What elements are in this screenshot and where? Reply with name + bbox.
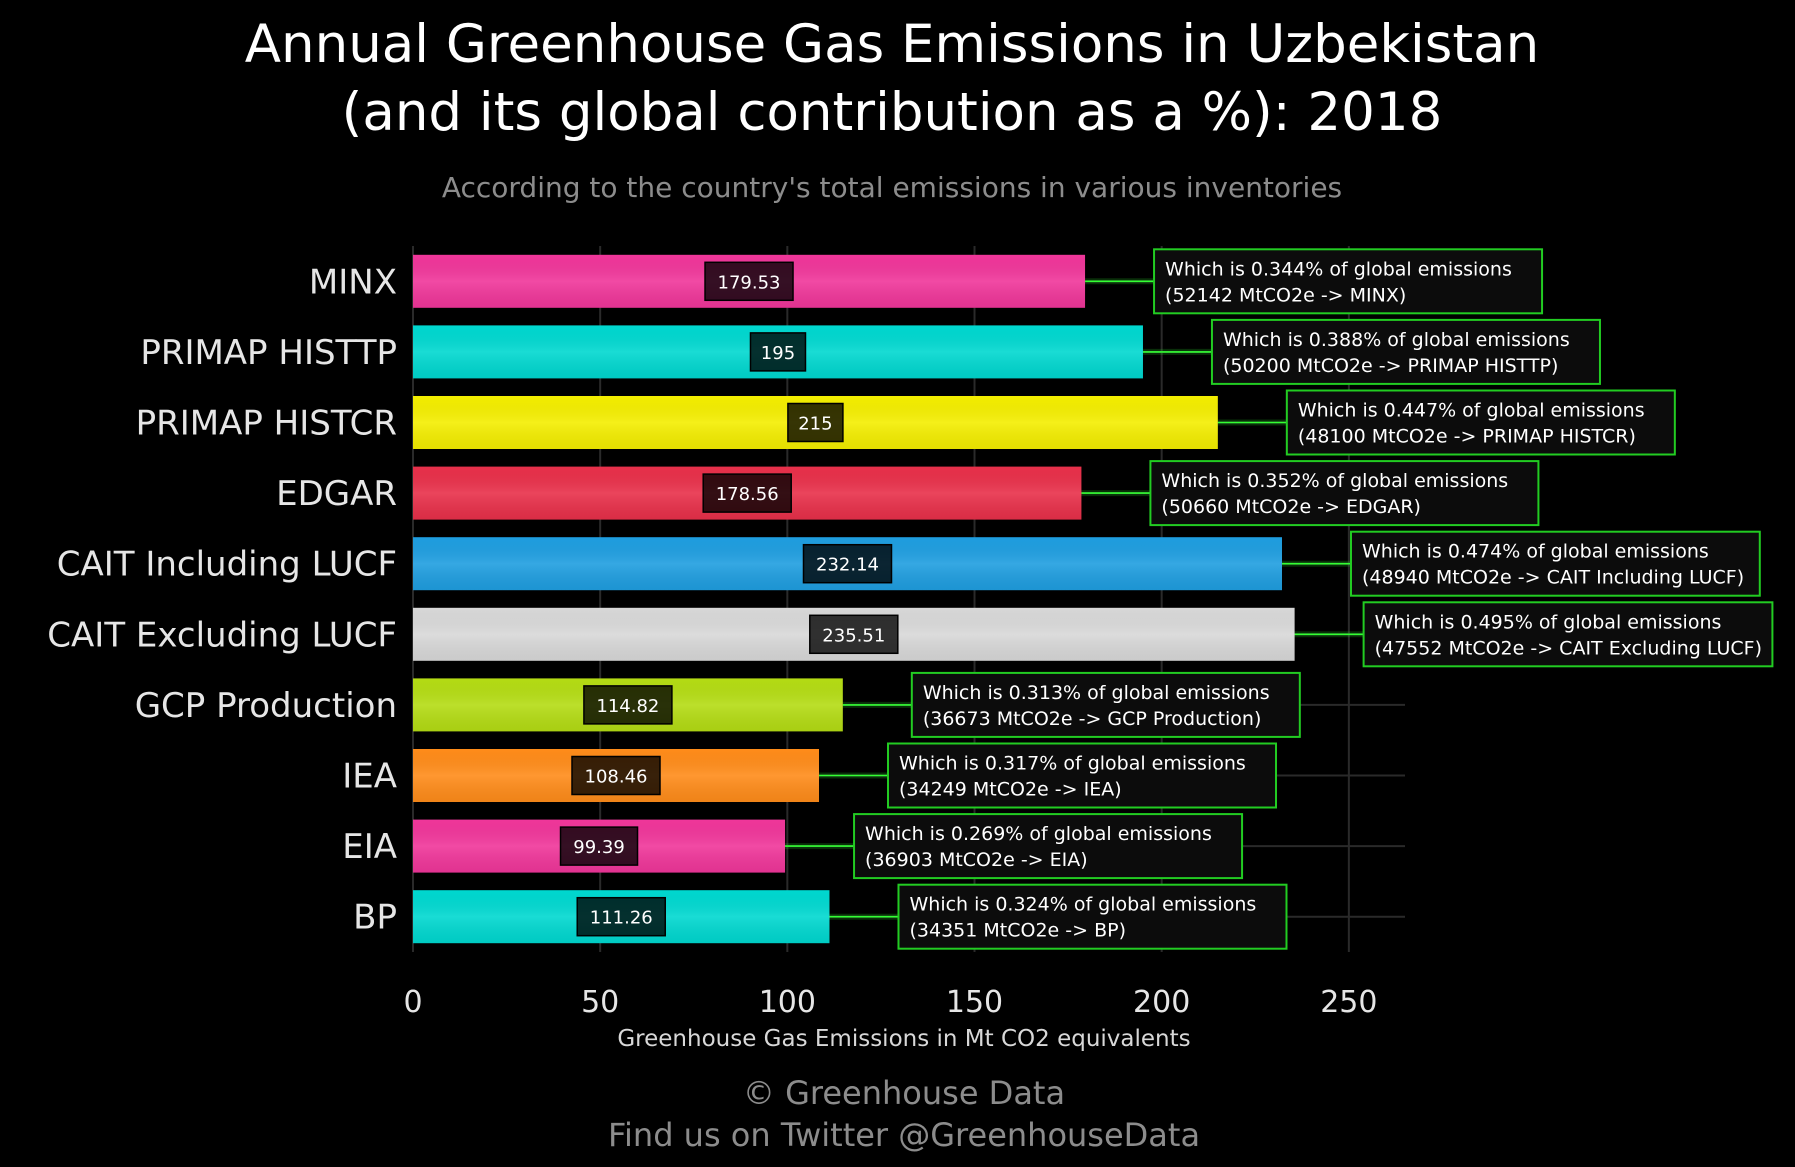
annotation-line-1: Which is 0.317% of global emissions — [899, 753, 1246, 775]
value-label: 99.39 — [573, 837, 625, 858]
chart-subtitle: According to the country's total emissio… — [442, 171, 1342, 204]
annotation-box — [1153, 248, 1544, 315]
annotation-line-2: (52142 MtCO2e -> MINX) — [1165, 284, 1406, 306]
annotation-line-2: (34249 MtCO2e -> IEA) — [899, 779, 1122, 801]
value-label-box — [559, 826, 639, 866]
annotation-line-1: Which is 0.313% of global emissions — [923, 682, 1270, 704]
x-tick-label: 150 — [946, 985, 1003, 1020]
category-label: IEA — [342, 757, 397, 797]
category-labels: MINX PRIMAP HISTTP PRIMAP HISTCR EDGAR CAIT … — [47, 262, 397, 937]
value-label: 195 — [761, 343, 795, 364]
category-label: CAIT Including LUCF — [57, 545, 397, 585]
value-label-box — [787, 402, 844, 443]
annotation-line-2: (48100 MtCO2e -> PRIMAP HISTCR) — [1298, 426, 1636, 448]
annotation-line-2: (36903 MtCO2e -> EIA) — [865, 849, 1088, 871]
value-label: 178.56 — [716, 484, 779, 505]
annotation-box — [1210, 318, 1601, 385]
annotation-box — [1285, 389, 1676, 456]
annotation-line-1: Which is 0.388% of global emissions — [1223, 329, 1570, 351]
annotation-box — [887, 742, 1278, 809]
annotation-box — [1149, 460, 1540, 527]
value-label-box — [571, 755, 661, 796]
annotation-box — [1362, 601, 1774, 668]
annotation-connectors — [785, 278, 1364, 920]
value-label-box — [809, 614, 899, 655]
annotation-line-1: Which is 0.324% of global emissions — [909, 894, 1256, 916]
value-label: 179.53 — [718, 272, 781, 293]
value-label: 111.26 — [590, 908, 653, 929]
annotation-line-1: Which is 0.447% of global emissions — [1298, 400, 1645, 422]
category-label: EDGAR — [276, 474, 397, 514]
category-label: GCP Production — [135, 686, 397, 726]
annotation-line-2: (50200 MtCO2e -> PRIMAP HISTTP) — [1223, 355, 1558, 377]
annotation-line-2: (36673 MtCO2e -> GCP Production) — [923, 708, 1262, 730]
value-label: 114.82 — [596, 696, 659, 717]
annotation-line-1: Which is 0.495% of global emissions — [1375, 611, 1722, 633]
footer-copyright: © Greenhouse Data — [743, 1074, 1065, 1112]
annotation-line-2: (47552 MtCO2e -> CAIT Excluding LUCF) — [1375, 637, 1762, 659]
value-labels: 179.53 195 215 178.56 232.14 235.51 114.82 108.… — [559, 261, 899, 937]
footer-twitter: Find us on Twitter @GreenhouseData — [608, 1116, 1200, 1154]
x-tick-label: 0 — [403, 985, 422, 1020]
x-tick-label: 100 — [759, 985, 816, 1020]
annotation-line-2: (48940 MtCO2e -> CAIT Including LUCF) — [1362, 567, 1744, 589]
value-label: 232.14 — [816, 555, 879, 576]
annotation-line-1: Which is 0.352% of global emissions — [1161, 470, 1508, 492]
value-label-box — [802, 543, 893, 584]
category-label: MINX — [309, 262, 397, 302]
x-tick-label: 50 — [581, 985, 619, 1020]
chart-title-line-2: (and its global contribution as a %): 20… — [342, 82, 1443, 143]
category-label: PRIMAP HISTTP — [140, 333, 397, 373]
annotation-line-1: Which is 0.269% of global emissions — [865, 823, 1212, 845]
annotation-line-2: (34351 MtCO2e -> BP) — [909, 920, 1126, 942]
annotations: Which is 0.344% of global emissions (5214… — [853, 248, 1774, 950]
annotation-line-2: (50660 MtCO2e -> EDGAR) — [1161, 496, 1421, 518]
x-axis-label: Greenhouse Gas Emissions in Mt CO2 equiv… — [617, 1026, 1190, 1052]
value-label: 108.46 — [585, 767, 648, 788]
category-label: PRIMAP HISTCR — [136, 404, 397, 444]
value-label-box — [749, 332, 807, 372]
x-tick-labels: 0 50 100 150 200 250 — [403, 985, 1377, 1020]
value-label: 235.51 — [822, 625, 885, 646]
chart-title-line-1: Annual Greenhouse Gas Emissions in Uzbek… — [245, 14, 1539, 75]
x-tick-label: 250 — [1320, 985, 1377, 1020]
value-label: 215 — [798, 414, 832, 435]
category-label: CAIT Excluding LUCF — [47, 615, 397, 655]
category-label: EIA — [342, 827, 397, 867]
value-label-box — [576, 896, 666, 937]
value-label-box — [704, 261, 794, 302]
annotation-box — [1349, 530, 1761, 597]
x-tick-label: 200 — [1133, 985, 1190, 1020]
annotation-line-1: Which is 0.474% of global emissions — [1362, 541, 1709, 563]
category-label: BP — [353, 898, 397, 938]
value-label-box — [583, 685, 673, 725]
annotation-box — [910, 671, 1301, 738]
annotation-box — [853, 813, 1244, 880]
value-label-box — [702, 473, 792, 513]
annotation-box — [897, 883, 1288, 950]
annotation-line-1: Which is 0.344% of global emissions — [1165, 258, 1512, 280]
